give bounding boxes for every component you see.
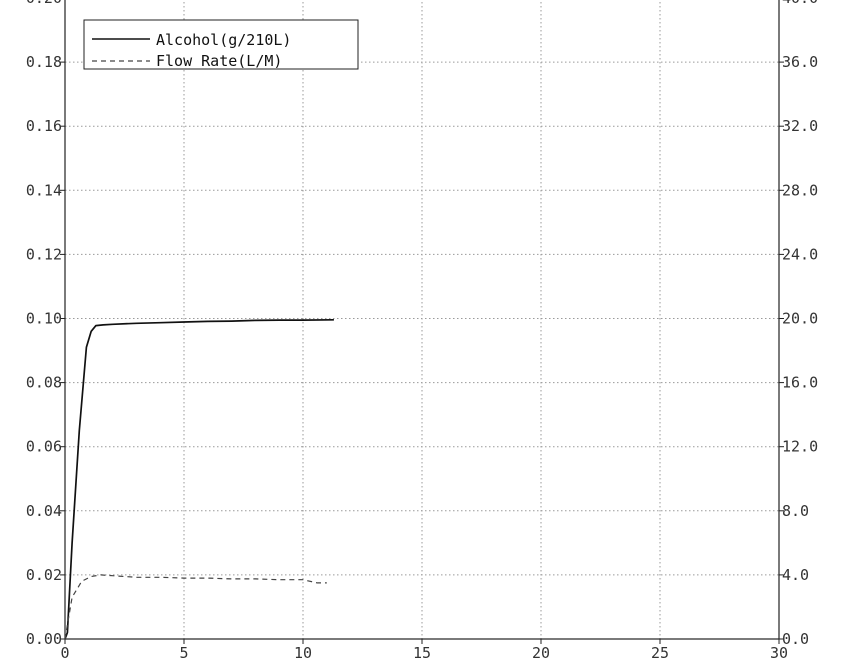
left-tick-label: 0.06 <box>26 438 62 456</box>
right-tick-label: 4.0 <box>782 566 809 584</box>
left-tick-label: 0.10 <box>26 310 62 328</box>
right-tick-label: 40.0 <box>782 0 818 7</box>
x-tick-label: 30 <box>770 644 788 662</box>
x-tick-label: 10 <box>294 644 312 662</box>
right-tick-label: 28.0 <box>782 181 818 199</box>
x-tick-label: 0 <box>60 644 69 662</box>
right-tick-label: 20.0 <box>782 310 818 328</box>
left-axis-ticks: 0.00 0.02 0.04 0.06 0.08 0.10 0.12 0.14 0.16 0.18… <box>26 0 65 648</box>
x-tick-label: 5 <box>179 644 188 662</box>
grid <box>65 0 779 639</box>
legend-box <box>83 19 359 70</box>
left-tick-label: 0.08 <box>26 374 62 392</box>
right-tick-label: 16.0 <box>782 374 818 392</box>
left-tick-label: 0.16 <box>26 117 62 135</box>
legend: Alcohol(g/210L) Flow Rate(L/M) <box>83 19 359 70</box>
x-tick-label: 25 <box>651 644 669 662</box>
right-tick-label: 8.0 <box>782 502 809 520</box>
left-tick-label: 0.04 <box>26 502 62 520</box>
right-axis-ticks: 0.0 4.0 8.0 12.0 16.0 20.0 24.0 28.0 32.0 36.0 40.… <box>779 0 818 648</box>
left-tick-label: 0.18 <box>26 53 62 71</box>
x-axis-ticks: 0 5 10 15 20 25 30 <box>60 639 788 662</box>
right-tick-label: 24.0 <box>782 245 818 263</box>
left-tick-label: 0.02 <box>26 566 62 584</box>
legend-label-alcohol: Alcohol(g/210L) <box>156 31 291 49</box>
series-lines <box>64 318 334 640</box>
series-line-flow-rate <box>64 574 327 640</box>
series-line-alcohol <box>64 318 334 640</box>
left-tick-label: 0.20 <box>26 0 62 7</box>
right-tick-label: 12.0 <box>782 438 818 456</box>
left-tick-label: 0.14 <box>26 181 62 199</box>
right-tick-label: 0.0 <box>782 630 809 648</box>
x-tick-label: 15 <box>413 644 431 662</box>
left-tick-label: 0.12 <box>26 245 62 263</box>
left-tick-label: 0.00 <box>26 630 62 648</box>
legend-label-flow-rate: Flow Rate(L/M) <box>156 52 282 70</box>
right-tick-label: 32.0 <box>782 117 818 135</box>
right-tick-label: 36.0 <box>782 53 818 71</box>
x-tick-label: 20 <box>532 644 550 662</box>
